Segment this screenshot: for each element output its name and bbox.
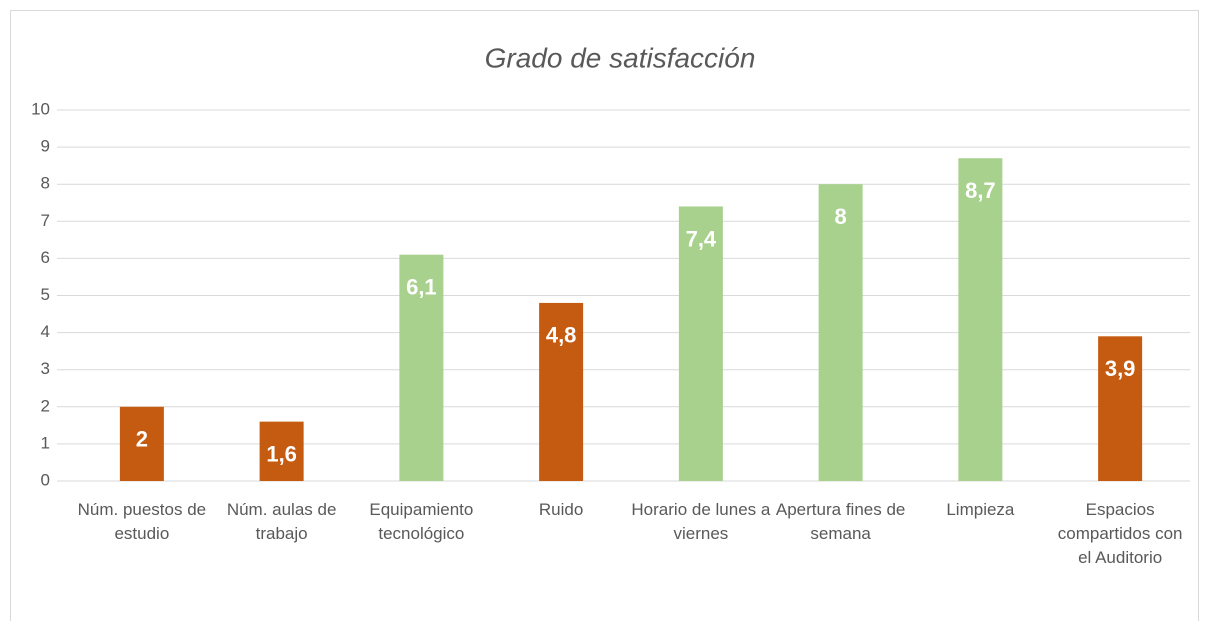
bar — [119, 406, 164, 481]
bar — [818, 184, 863, 481]
data-label: 4,8 — [546, 323, 577, 348]
chart-title: Grado de satisfacción — [485, 42, 756, 73]
bar — [539, 302, 584, 481]
x-tick-label: Apertura fines de semana — [775, 500, 906, 543]
data-label: 6,1 — [406, 275, 437, 300]
bar — [399, 254, 444, 481]
y-tick-label: 8 — [41, 174, 50, 193]
y-tick-label: 10 — [31, 99, 50, 118]
x-tick-label: Espacios compartidos con el Auditorio — [1057, 500, 1183, 567]
y-tick-label: 5 — [41, 285, 50, 304]
x-tick-label: Limpieza — [946, 500, 1015, 519]
x-tick-label: Ruido — [538, 500, 584, 519]
bar — [958, 158, 1003, 482]
y-tick-label: 4 — [41, 322, 50, 341]
y-tick-label: 1 — [41, 433, 50, 452]
y-tick-label: 2 — [41, 396, 50, 415]
y-tick-label: 6 — [41, 248, 50, 267]
y-tick-label: 9 — [41, 137, 50, 156]
x-tick-label: Núm. puestos de estudio — [77, 500, 207, 543]
y-tick-label: 0 — [41, 470, 50, 489]
x-tick-label: Horario de lunes a viernes — [631, 500, 771, 543]
x-tick-label: Núm. aulas de trabajo — [226, 500, 337, 543]
data-label: 2 — [136, 427, 148, 452]
chart-border — [10, 10, 1199, 621]
y-tick-label: 3 — [41, 359, 50, 378]
data-label: 1,6 — [266, 441, 297, 466]
bar — [1098, 336, 1143, 481]
data-label: 7,4 — [686, 226, 717, 251]
x-tick-label: Equipamiento tecnológico — [369, 500, 474, 543]
data-label: 8,7 — [965, 178, 996, 203]
data-label: 8 — [835, 204, 847, 229]
bar — [259, 421, 304, 481]
bar — [678, 206, 723, 481]
data-label: 3,9 — [1105, 356, 1136, 381]
y-tick-label: 7 — [41, 211, 50, 230]
